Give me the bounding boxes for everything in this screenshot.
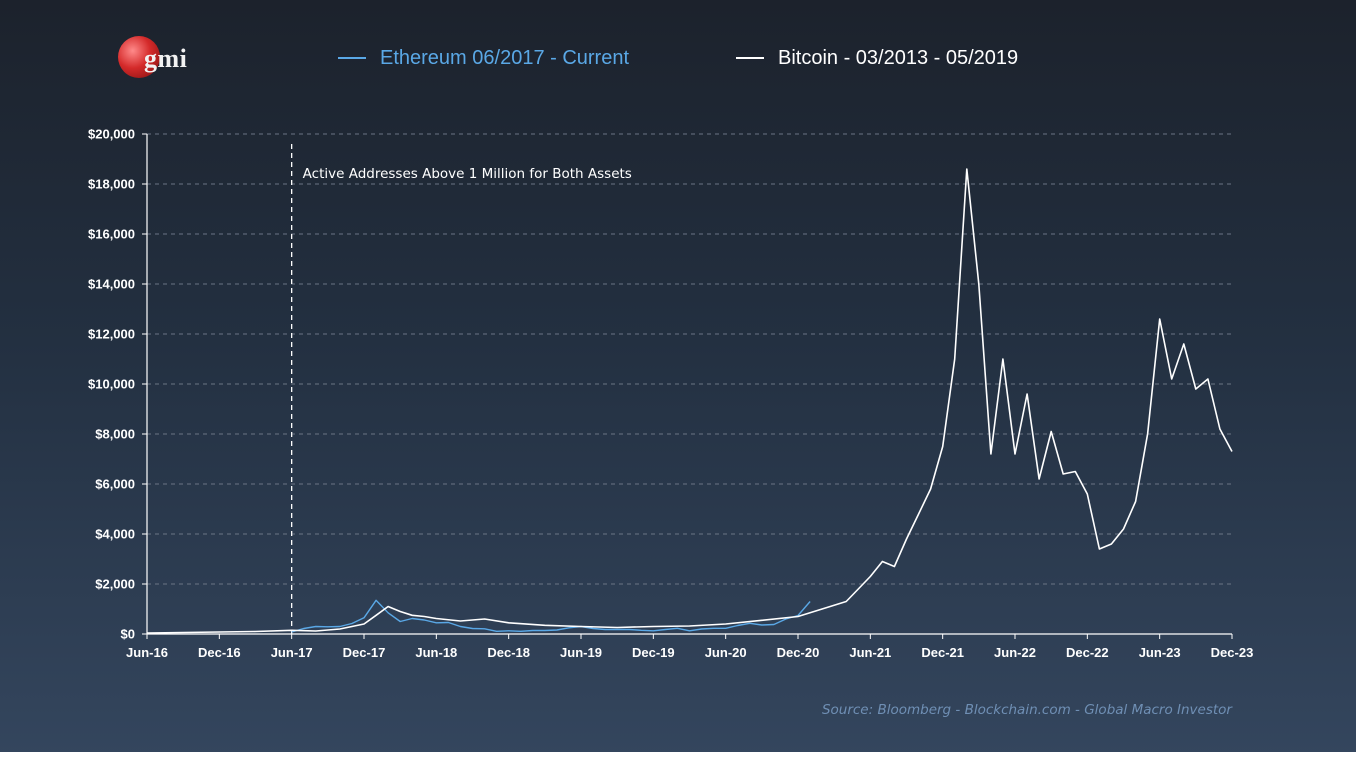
legend-item-bitcoin: Bitcoin - 03/2013 - 05/2019 [736,44,1018,72]
axes [142,133,1233,639]
x-tick-label: Jun-21 [849,645,891,660]
y-tick-label: $10,000 [88,377,135,392]
logo-text: gmi [144,44,188,73]
x-tick-label: Dec-21 [921,645,964,660]
legend-swatch-bitcoin [736,57,764,59]
grid-lines [147,133,1232,585]
x-tick-label: Jun-20 [705,645,747,660]
source-note: Source: Bloomberg - Blockchain.com - Glo… [821,702,1232,718]
y-tick-label: $4,000 [95,527,135,542]
series-lines [146,168,1233,634]
x-tick-label: Dec-22 [1066,645,1109,660]
x-tick-label: Dec-19 [632,645,675,660]
gmi-logo: gmi [118,34,208,82]
y-tick-label: $12,000 [88,327,135,342]
y-tick-label: $20,000 [88,127,135,142]
x-tick-label: Dec-23 [1211,645,1254,660]
legend-swatch-ethereum [338,57,366,59]
bitcoin-series-line [146,168,1233,634]
red-globe-icon [118,36,160,78]
x-tick-label: Jun-18 [415,645,457,660]
y-tick-label: $8,000 [95,427,135,442]
x-tick-label: Jun-17 [271,645,313,660]
x-tick-label: Dec-18 [487,645,530,660]
x-tick-label: Dec-20 [777,645,820,660]
x-tick-label: Dec-17 [343,645,386,660]
legend-item-ethereum: Ethereum 06/2017 - Current [338,44,629,72]
x-tick-label: Jun-16 [126,645,168,660]
legend-label-ethereum: Ethereum 06/2017 - Current [380,46,630,69]
x-tick-label: Jun-22 [994,645,1036,660]
y-tick-label: $14,000 [88,277,135,292]
y-tick-label: $18,000 [88,177,135,192]
y-tick-label: $2,000 [95,577,135,592]
legend-label-bitcoin: Bitcoin - 03/2013 - 05/2019 [778,46,1019,69]
x-tick-label: Dec-16 [198,645,241,660]
bottom-band [0,752,1356,760]
ethereum-series-line [291,599,811,633]
x-tick-label: Jun-23 [1139,645,1181,660]
y-axis-tick-labels: $0 $2,000 $4,000 $6,000 $8,000 $10,000 $12,000… [88,127,135,642]
y-tick-label: $6,000 [95,477,135,492]
annotation-text: Active Addresses Above 1 Million for Bot… [303,166,632,182]
y-tick-label: $16,000 [88,227,135,242]
x-axis-tick-labels: Jun-16 Dec-16 Jun-17 Dec-17 Jun-18 Dec-18 Jun-… [126,645,1253,660]
y-tick-label: $0 [121,627,135,642]
annotation-group: Active Addresses Above 1 Million for Bot… [291,144,632,634]
x-tick-label: Jun-19 [560,645,602,660]
